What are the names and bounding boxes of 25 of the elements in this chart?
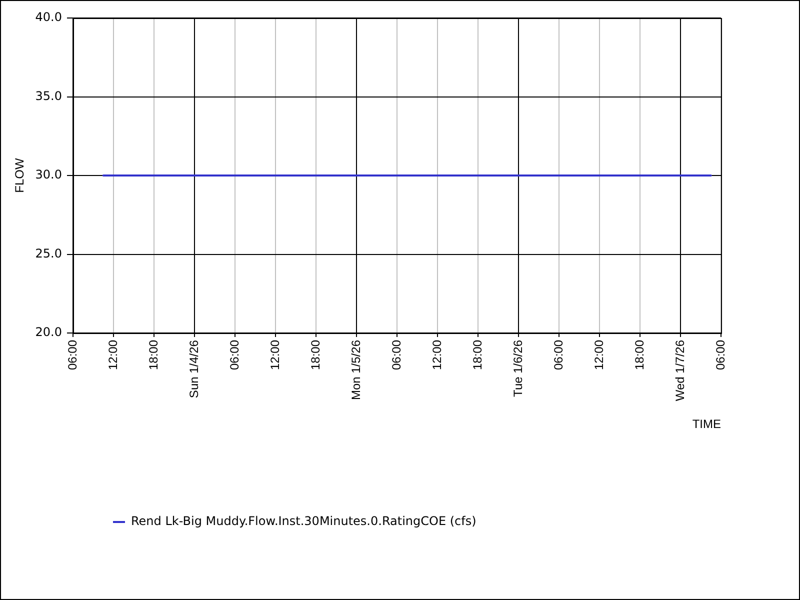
x-tick-label: Wed 1/7/26 — [672, 340, 687, 402]
x-tick-label: Mon 1/5/26 — [348, 340, 363, 400]
y-tick-label: 25.0 — [35, 246, 62, 260]
x-tick-label: Tue 1/6/26 — [510, 340, 525, 397]
y-tick-label: 35.0 — [35, 88, 62, 103]
x-tick-label: 18:00 — [146, 340, 160, 370]
y-tick-label: 40.0 — [35, 10, 62, 24]
x-tick-label: 06:00 — [389, 340, 404, 370]
y-axis-title: FLOW — [12, 158, 27, 193]
x-tick-label: Sun 1/4/26 — [186, 340, 201, 398]
x-tick-label: 06:00 — [713, 340, 728, 370]
x-tick-label: 06:00 — [65, 340, 80, 370]
x-tick-label: 06:00 — [551, 340, 566, 370]
x-tick-label: 12:00 — [592, 340, 606, 370]
x-tick-label: 18:00 — [632, 340, 646, 370]
x-tick-label: 12:00 — [430, 340, 444, 370]
x-tick-label: 12:00 — [268, 340, 282, 370]
x-tick-label: 06:00 — [227, 340, 242, 370]
y-tick-label: 20.0 — [35, 325, 62, 340]
x-tick-label: 12:00 — [106, 340, 120, 370]
y-tick-label: 30.0 — [35, 168, 62, 182]
legend-label: Rend Lk-Big Muddy.Flow.Inst.30Minutes.0.RatingCOE (cfs) — [131, 514, 476, 528]
x-tick-label: 18:00 — [470, 340, 484, 370]
x-tick-label: 18:00 — [308, 340, 322, 370]
x-axis-title: TIME — [692, 417, 721, 432]
